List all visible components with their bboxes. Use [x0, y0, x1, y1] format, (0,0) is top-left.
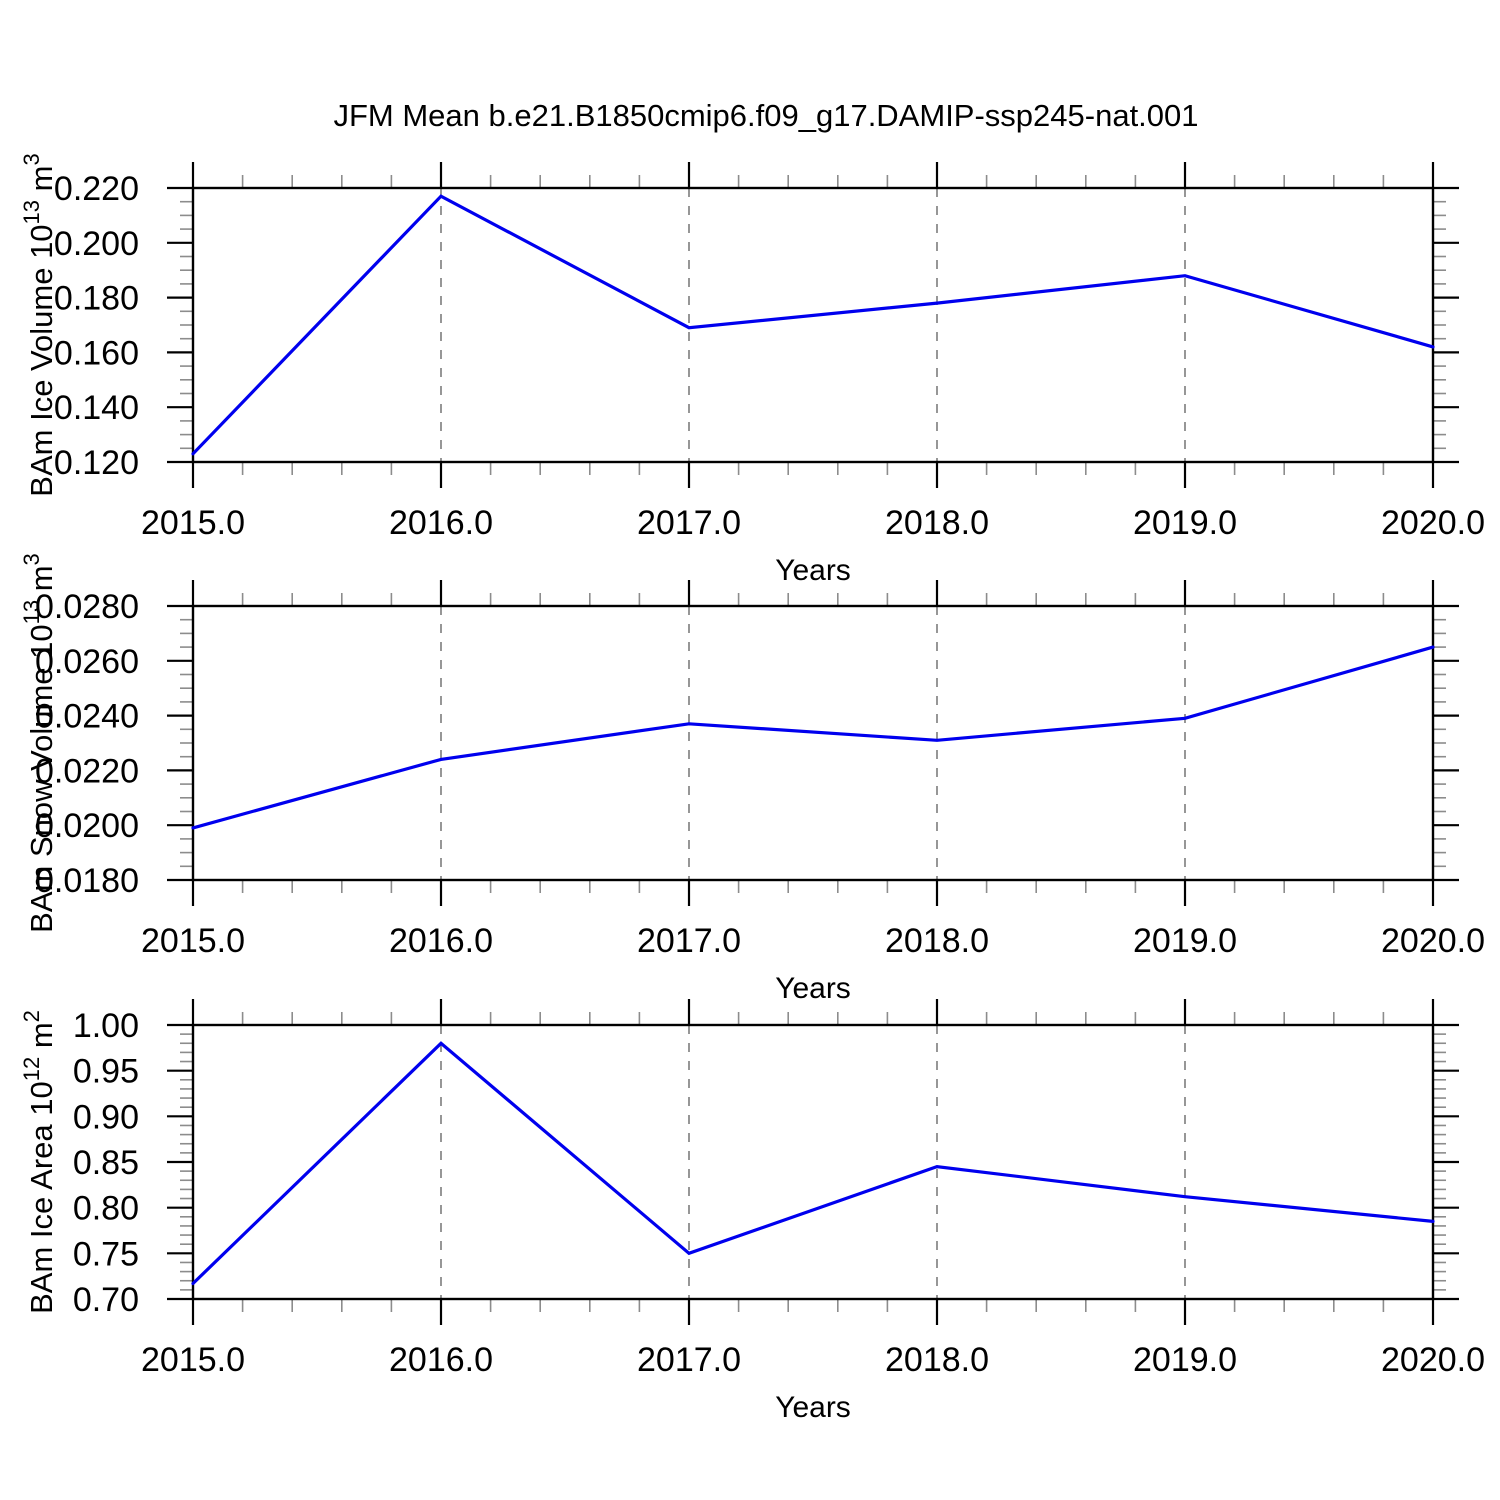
plot-box [191, 604, 1435, 882]
data-line-series [191, 194, 1435, 456]
plot-box [191, 186, 1435, 464]
x-tick-label: 2016.0 [389, 922, 493, 960]
y-tick-label: 1.00 [73, 1007, 139, 1045]
x-tick-label: 2017.0 [637, 922, 741, 960]
x-tick-label: 2018.0 [885, 1341, 989, 1379]
x-tick-label: 2019.0 [1133, 504, 1237, 542]
y-tick-label: 0.0240 [35, 698, 139, 736]
x-tick-label: 2016.0 [389, 504, 493, 542]
x-tick-label: 2018.0 [885, 922, 989, 960]
x-tick-label: 2019.0 [1133, 922, 1237, 960]
y-tick-label: 0.220 [54, 170, 139, 208]
y-tick-label: 0.160 [54, 334, 139, 372]
y-tick-label: 0.0260 [35, 643, 139, 681]
y-tick-label: 0.120 [54, 444, 139, 482]
x-tick-label: 2017.0 [637, 1341, 741, 1379]
x-axis-title: Years [775, 1391, 851, 1424]
plot-box [191, 1023, 1435, 1301]
y-axis-title: BAm Snow Volume 1013 m3 [19, 553, 59, 933]
y-tick-label: 0.180 [54, 280, 139, 318]
data-line-series [191, 645, 1435, 830]
y-tick-label: 0.90 [73, 1098, 139, 1136]
y-axis-title: BAm Ice Volume 1013 m3 [19, 153, 59, 496]
y-tick-label: 0.70 [73, 1281, 139, 1319]
x-axis-title: Years [775, 554, 851, 587]
x-tick-label: 2015.0 [141, 922, 245, 960]
x-tick-label: 2020.0 [1381, 504, 1485, 542]
x-tick-label: 2020.0 [1381, 922, 1485, 960]
x-tick-label: 2016.0 [389, 1341, 493, 1379]
y-tick-label: 0.0200 [35, 807, 139, 845]
y-tick-label: 0.85 [73, 1144, 139, 1182]
x-tick-label: 2015.0 [141, 1341, 245, 1379]
y-tick-label: 0.140 [54, 389, 139, 427]
x-tick-label: 2017.0 [637, 504, 741, 542]
y-tick-label: 0.0180 [35, 862, 139, 900]
x-tick-label: 2015.0 [141, 504, 245, 542]
x-tick-label: 2020.0 [1381, 1341, 1485, 1379]
y-tick-label: 0.80 [73, 1190, 139, 1228]
x-tick-label: 2018.0 [885, 504, 989, 542]
figure-title: JFM Mean b.e21.B1850cmip6.f09_g17.DAMIP-… [333, 98, 1199, 133]
y-tick-label: 0.0280 [35, 588, 139, 626]
x-axis-title: Years [775, 972, 851, 1005]
y-tick-label: 0.95 [73, 1053, 139, 1091]
x-tick-label: 2019.0 [1133, 1341, 1237, 1379]
y-tick-label: 0.0220 [35, 752, 139, 790]
y-tick-label: 0.200 [54, 225, 139, 263]
y-axis-title: BAm Ice Area 1012 m2 [19, 1010, 59, 1314]
data-line-series [191, 1041, 1435, 1286]
y-tick-label: 0.75 [73, 1235, 139, 1273]
